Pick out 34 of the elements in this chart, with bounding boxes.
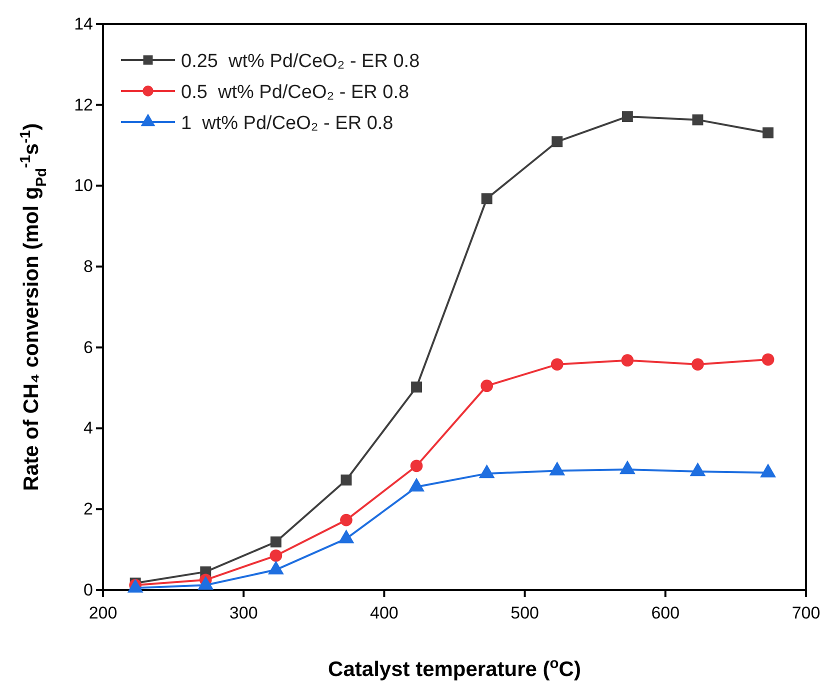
point bbox=[270, 549, 282, 562]
y-tick-label: 10 bbox=[74, 176, 93, 196]
x-tick-label: 700 bbox=[792, 604, 820, 623]
y-tick-label: 14 bbox=[74, 14, 93, 34]
x-tick-label: 300 bbox=[229, 604, 258, 623]
point bbox=[692, 114, 704, 126]
point bbox=[622, 111, 633, 122]
point bbox=[552, 136, 563, 148]
point bbox=[410, 460, 423, 472]
y-tick-label: 6 bbox=[84, 338, 93, 357]
point bbox=[481, 193, 492, 204]
x-axis-title: Catalyst temperature ($^{o}$C) bbox=[328, 656, 581, 681]
point bbox=[762, 353, 774, 366]
y-tick-label: 12 bbox=[74, 95, 93, 114]
point bbox=[762, 127, 774, 138]
y-tick-label: 0 bbox=[84, 580, 93, 600]
point bbox=[621, 354, 634, 367]
point bbox=[270, 536, 282, 548]
y-tick-label: 8 bbox=[84, 257, 93, 276]
x-tick-label: 400 bbox=[370, 604, 398, 623]
point bbox=[340, 474, 352, 486]
legend-label: 0.5 wt% Pd/CeO₂ - ER 0.8 bbox=[181, 82, 410, 103]
y-tick-label: 4 bbox=[84, 418, 93, 438]
legend-label: 0.25 wt% Pd/CeO₂ - ER 0.8 bbox=[181, 51, 420, 72]
point bbox=[411, 382, 422, 393]
x-tick-label: 600 bbox=[651, 604, 680, 623]
point bbox=[692, 358, 704, 371]
point bbox=[340, 514, 352, 526]
y-tick-label: 2 bbox=[84, 500, 93, 519]
x-tick-label: 200 bbox=[88, 604, 118, 623]
point bbox=[550, 358, 564, 371]
x-tick-label: 500 bbox=[510, 604, 539, 623]
legend-label: 1 wt% Pd/CeO₂ - ER 0.8 bbox=[181, 113, 394, 134]
point bbox=[480, 380, 494, 392]
